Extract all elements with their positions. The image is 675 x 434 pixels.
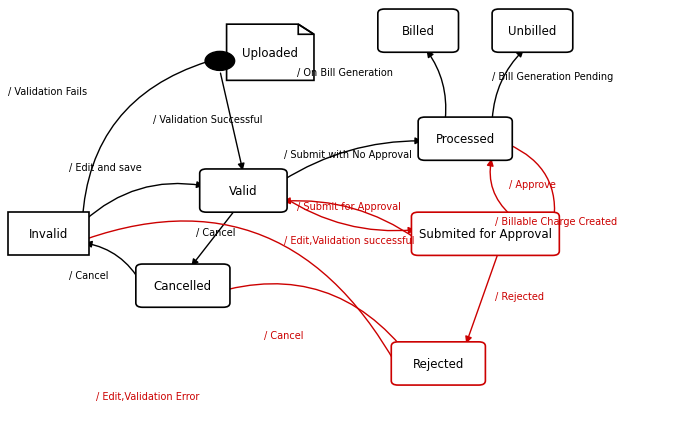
Text: / Billable Charge Created: / Billable Charge Created xyxy=(495,216,618,226)
Text: Cancelled: Cancelled xyxy=(154,279,212,293)
Text: Uploaded: Uploaded xyxy=(242,46,298,59)
FancyBboxPatch shape xyxy=(378,10,458,53)
Text: / Approve: / Approve xyxy=(509,180,556,190)
Text: Rejected: Rejected xyxy=(412,357,464,370)
Text: / Bill Generation Pending: / Bill Generation Pending xyxy=(492,72,614,82)
Text: / Edit,Validation Error: / Edit,Validation Error xyxy=(95,391,199,401)
Text: / Cancel: / Cancel xyxy=(69,270,108,280)
Text: Valid: Valid xyxy=(229,184,258,197)
FancyBboxPatch shape xyxy=(392,342,485,385)
Text: / Cancel: / Cancel xyxy=(263,331,303,341)
Text: / Submit for Approval: / Submit for Approval xyxy=(297,201,401,211)
Text: / On Bill Generation: / On Bill Generation xyxy=(297,68,393,78)
Text: / Cancel: / Cancel xyxy=(196,227,236,237)
Text: / Validation Successful: / Validation Successful xyxy=(153,115,262,125)
Text: Unbilled: Unbilled xyxy=(508,25,557,38)
Text: / Submit with No Approval: / Submit with No Approval xyxy=(284,149,412,159)
FancyBboxPatch shape xyxy=(492,10,573,53)
Polygon shape xyxy=(227,25,314,81)
Circle shape xyxy=(205,52,235,71)
Text: / Edit and save: / Edit and save xyxy=(69,162,141,172)
FancyBboxPatch shape xyxy=(8,213,89,256)
FancyBboxPatch shape xyxy=(418,118,512,161)
Text: / Rejected: / Rejected xyxy=(495,292,545,302)
FancyBboxPatch shape xyxy=(136,264,230,308)
Text: Billed: Billed xyxy=(402,25,435,38)
Text: Invalid: Invalid xyxy=(29,228,68,241)
FancyBboxPatch shape xyxy=(200,170,287,213)
Text: Processed: Processed xyxy=(435,133,495,146)
Text: Submited for Approval: Submited for Approval xyxy=(419,228,552,241)
FancyBboxPatch shape xyxy=(412,213,560,256)
Text: / Edit,Validation successful: / Edit,Validation successful xyxy=(284,236,414,246)
Text: / Validation Fails: / Validation Fails xyxy=(8,87,87,97)
